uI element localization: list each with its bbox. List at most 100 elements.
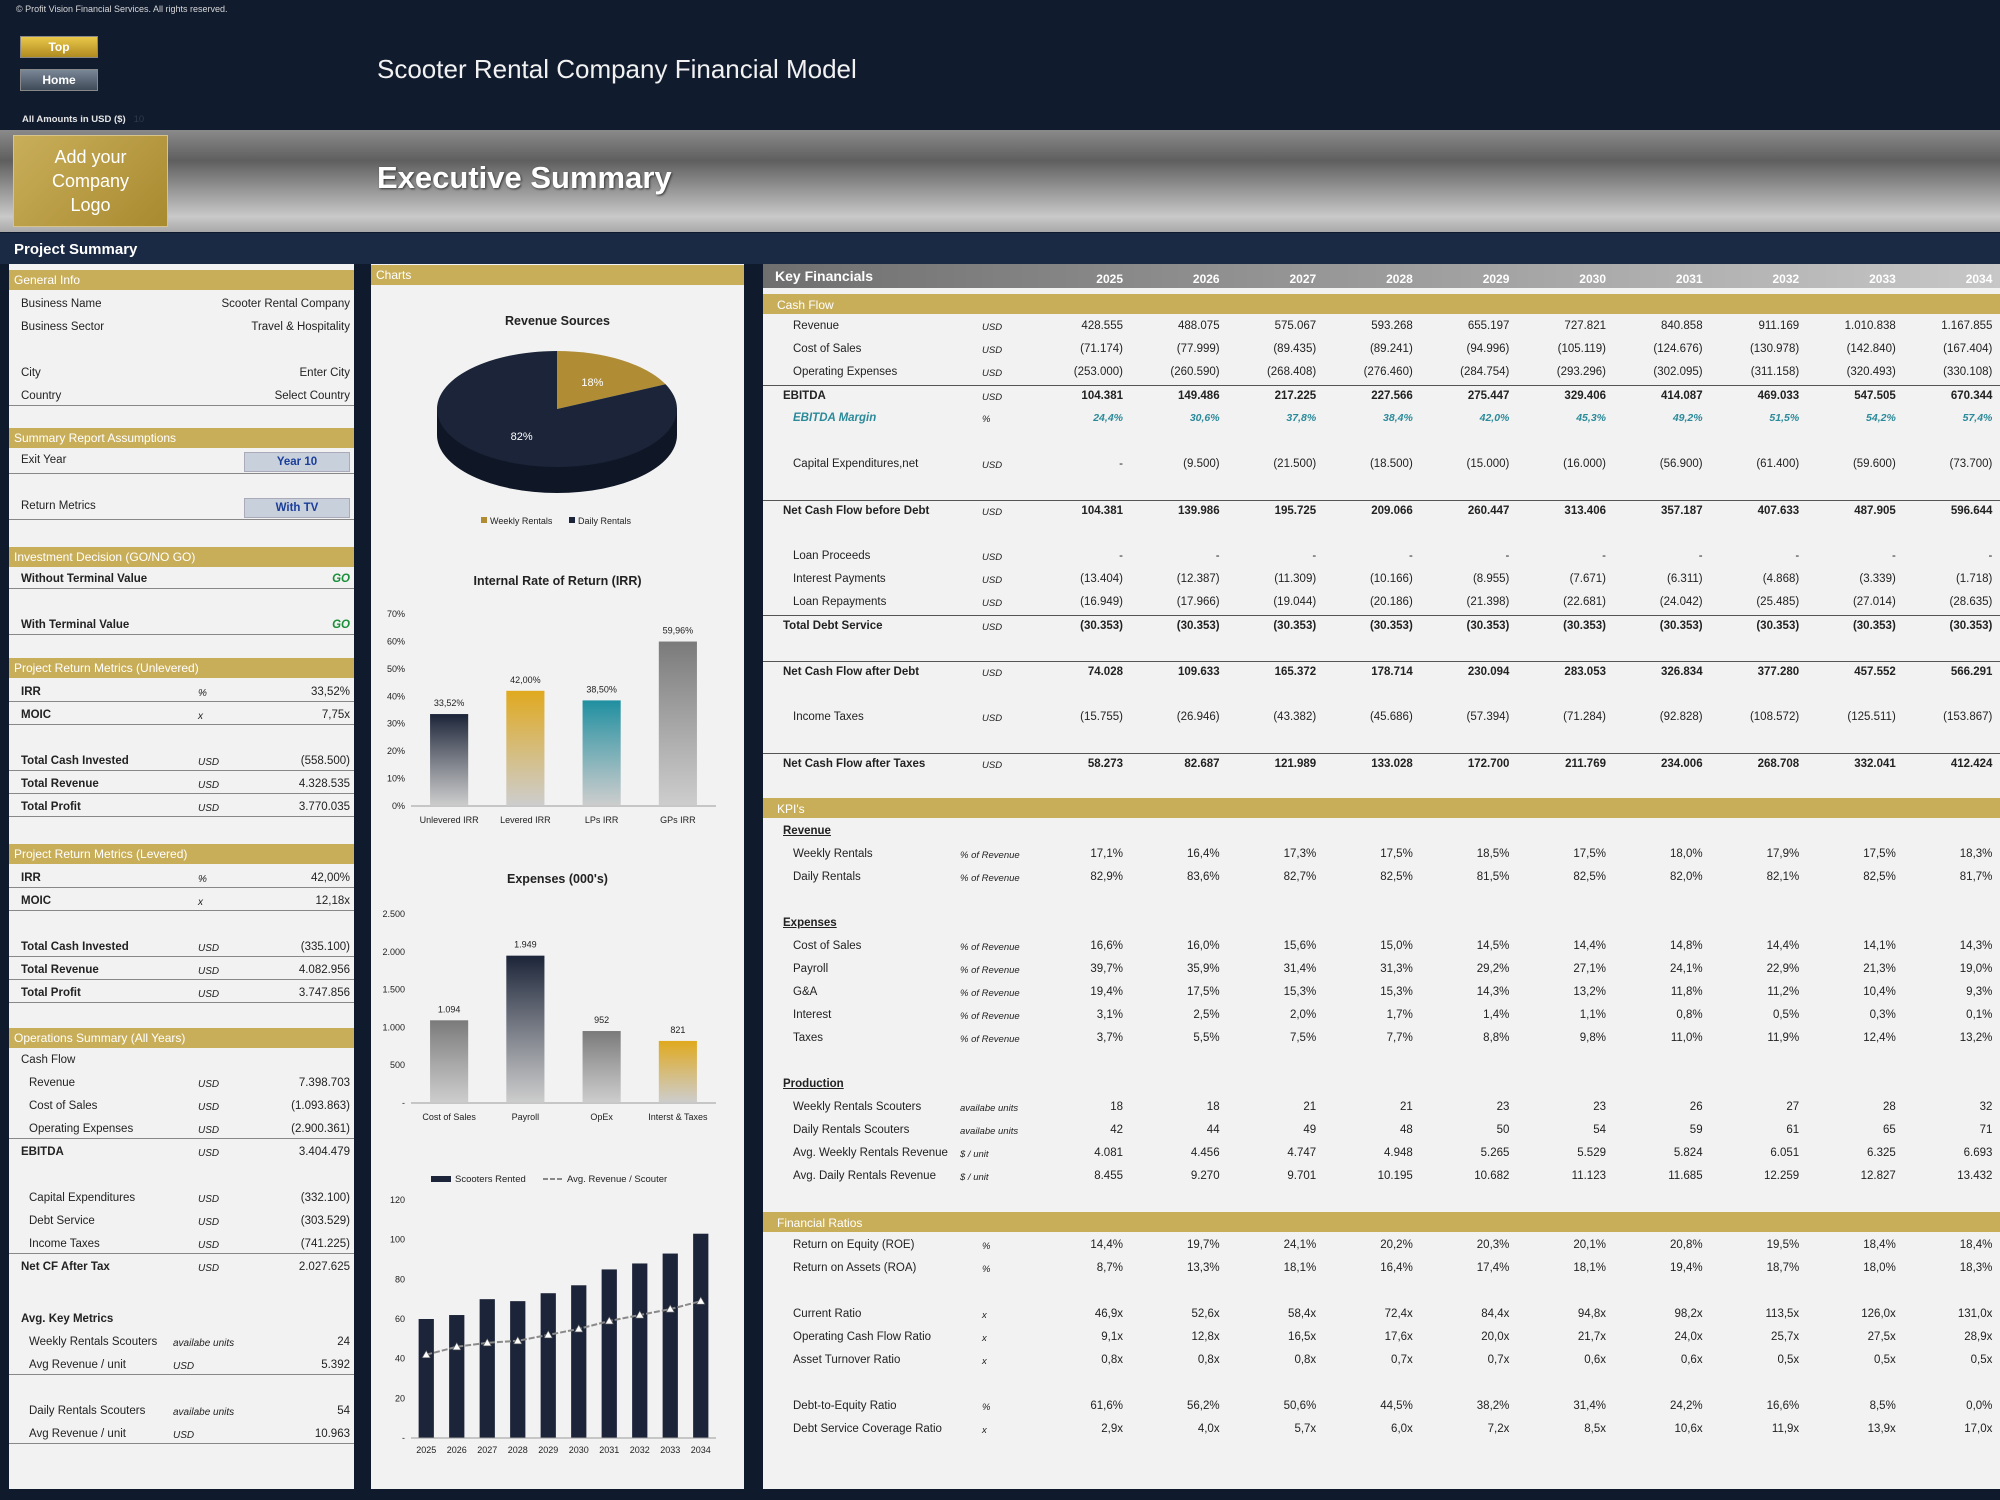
irr-chart-bar-2 — [582, 700, 621, 806]
kpi-rev-row-0-2026: 16,4% — [1186, 848, 1220, 860]
akm-row-1-value: 5.392 — [321, 1359, 350, 1371]
unlevered-moic-row-value: 7,75x — [321, 709, 350, 721]
kpi-exp-row-2-2026: 17,5% — [1186, 986, 1220, 998]
kpi-exp-row-0-unit: % of Revenue — [960, 942, 1020, 953]
irr-chart-value-2: 38,50% — [586, 684, 617, 694]
kpi-prod-row-1-2026: 44 — [1206, 1124, 1220, 1136]
cf-row-loan-proceeds-2028: - — [1408, 550, 1413, 562]
ratio-row-6-2032: 11,9x — [1771, 1423, 1800, 1435]
kpis-heading: KPI's — [763, 798, 2000, 818]
levered-heading: Project Return Metrics (Levered) — [9, 844, 354, 864]
revenue-sources-pie-chart: 18% 82% Weekly Rentals Daily Rentals — [437, 351, 677, 526]
exit-year-input[interactable]: Year 10 — [244, 452, 350, 472]
kpi-expenses-heading-label: Expenses — [783, 917, 837, 929]
cf-row-operating-expenses-2032: (311.158) — [1750, 366, 1800, 378]
irr-chart-ytick-1: 10% — [387, 774, 405, 784]
home-button[interactable]: Home — [20, 69, 98, 91]
cf-row-net-cash-flow-before-debt-2027: 195.725 — [1274, 505, 1317, 517]
cf-row-ebitda-2031: 414.087 — [1661, 390, 1703, 402]
unlevered-irr-row-label: IRR — [21, 686, 41, 698]
kpi-production-heading: Production — [763, 1074, 2000, 1094]
year-header-2029: 2029 — [1482, 272, 1510, 286]
kpi-exp-row-4-2028: 7,7% — [1386, 1032, 1413, 1044]
kpi-rev-row-1-unit: % of Revenue — [960, 873, 1020, 884]
cf-row-ebitda-margin-2033: 54,2% — [1866, 412, 1896, 424]
combo-point-0 — [421, 1350, 431, 1358]
ratio-row-5-2028: 44,5% — [1380, 1400, 1413, 1412]
cf-row-loan-proceeds-2026: - — [1215, 550, 1220, 562]
cf-row-net-cash-flow-after-debt-2025: 74.028 — [1087, 666, 1123, 678]
ratio-row-3: Operating Cash Flow Ratio x 9,1x 12,8x 16,5x… — [763, 1327, 2000, 1347]
pie-legend-1: Daily Rentals — [578, 516, 632, 526]
top-button[interactable]: Top — [20, 36, 98, 58]
cf-row-revenue-2030: 727.821 — [1564, 320, 1606, 332]
without-tv-row: Without Terminal Value GO — [9, 569, 354, 589]
unlevered-profit-row: Total Profit USD 3.770.035 — [9, 797, 354, 817]
without-tv-row-label: Without Terminal Value — [21, 573, 148, 585]
ratio-row-4-2030: 0,6x — [1584, 1354, 1606, 1366]
ops-row-2-unit: USD — [198, 1125, 220, 1136]
kpi-prod-row-3-2025: 8.455 — [1094, 1170, 1123, 1182]
cf-row-net-cash-flow-after-taxes-2032: 268.708 — [1757, 758, 1800, 770]
kpi-exp-row-2-2025: 19,4% — [1090, 986, 1123, 998]
irr-chart-bar-3 — [658, 641, 697, 806]
ops-row2-1-value: (303.529) — [300, 1215, 350, 1227]
cf-row-loan-repayments-2029: (21.398) — [1466, 596, 1510, 608]
ratio-row-3-label: Operating Cash Flow Ratio — [793, 1331, 932, 1343]
ratio-row-6: Debt Service Coverage Ratio x 2,9x 4,0x 5,7x… — [763, 1419, 2000, 1439]
year-header-2026: 2026 — [1192, 272, 1220, 286]
combo-ytick-6: 120 — [390, 1195, 405, 1205]
ratio-row-3-2029: 20,0x — [1481, 1331, 1510, 1343]
cf-row-interest-payments-label: Interest Payments — [793, 573, 886, 585]
kpi-prod-row-3-2031: 11.685 — [1668, 1170, 1703, 1182]
ratio-row-2-2034: 131,0x — [1957, 1308, 1993, 1320]
key-financials-header: Key Financials 2025 2026 2027 2028 2029 2030 20… — [763, 264, 2000, 288]
ops-row-2-label: Operating Expenses — [29, 1123, 134, 1135]
cf-row-net-cash-flow-before-debt: Net Cash Flow before Debt USD 104.381 139.9… — [763, 500, 2000, 520]
kpi-exp-row-1-2029: 29,2% — [1476, 963, 1510, 975]
kpi-prod-row-1-2029: 50 — [1496, 1124, 1510, 1136]
cf-row-revenue-2031: 840.858 — [1661, 320, 1703, 332]
expenses-chart-ytick-5: 2.500 — [382, 909, 405, 919]
combo-point-2 — [482, 1338, 492, 1347]
kpi-prod-row-0-2031: 26 — [1689, 1101, 1703, 1113]
investment-decision-heading: Investment Decision (GO/NO GO) — [9, 547, 354, 567]
return-metrics-row-label: Return Metrics — [21, 500, 96, 512]
irr-chart-category-0: Unlevered IRR — [420, 815, 480, 824]
kpi-exp-row-1-2028: 31,3% — [1380, 963, 1413, 975]
unlevered-moic-row-unit: x — [198, 711, 203, 722]
company-logo-placeholder[interactable]: Add your Company Logo — [13, 135, 168, 227]
return-metrics-input[interactable]: With TV — [244, 498, 350, 518]
ratio-row-3-2027: 16,5x — [1288, 1331, 1317, 1343]
cf-row-net-cash-flow-after-taxes-2031: 234.006 — [1661, 758, 1703, 770]
pie-chart-title: Revenue Sources — [505, 314, 610, 328]
cf-row-ebitda-margin-2034: 57,4% — [1962, 412, 1993, 424]
kpi-prod-row-0-2025: 18 — [1110, 1101, 1123, 1113]
kpi-rev-row-1-label: Daily Rentals — [793, 871, 861, 883]
kpi-rev-row-1-2033: 82,5% — [1863, 871, 1896, 883]
kpi-prod-row-2-2034: 6.693 — [1963, 1147, 1993, 1159]
kpi-prod-row-1-2031: 59 — [1689, 1124, 1703, 1136]
avg-key-metrics-label-label: Avg. Key Metrics — [21, 1313, 114, 1325]
kpi-prod-row-0-label: Weekly Rentals Scouters — [793, 1101, 922, 1113]
irr-chart-ytick-6: 60% — [387, 636, 405, 646]
ops-row2-0-unit: USD — [198, 1194, 220, 1205]
ops-row2-2-value: (741.225) — [300, 1238, 350, 1250]
cf-row-net-cash-flow-after-taxes-unit: USD — [982, 760, 1003, 771]
kpi-prod-row-1-2034: 71 — [1979, 1124, 1993, 1136]
cf-row-total-debt-service-2025: (30.353) — [1080, 620, 1123, 632]
akm-row-2-value: 54 — [337, 1405, 350, 1417]
expenses-chart-category-2: OpEx — [590, 1112, 613, 1122]
unlevered-profit-row-label: Total Profit — [21, 801, 81, 813]
combo-point-1 — [452, 1342, 462, 1351]
kpi-exp-row-0-2031: 14,8% — [1669, 940, 1703, 952]
cf-row-operating-expenses-2025: (253.000) — [1073, 366, 1123, 378]
cf-row-loan-repayments-2028: (20.186) — [1369, 596, 1413, 608]
ratio-row-4-2026: 0,8x — [1197, 1354, 1220, 1366]
year-header-2027: 2027 — [1289, 272, 1317, 286]
akm-row-3-value: 10.963 — [314, 1428, 350, 1440]
cf-row-revenue-label: Revenue — [793, 320, 840, 332]
app-title: Scooter Rental Company Financial Model — [377, 54, 857, 84]
key-financials-panel: Key Financials 2025 2026 2027 2028 2029 2030 20… — [763, 264, 2000, 1489]
ops-row2-0-value: (332.100) — [300, 1192, 350, 1204]
